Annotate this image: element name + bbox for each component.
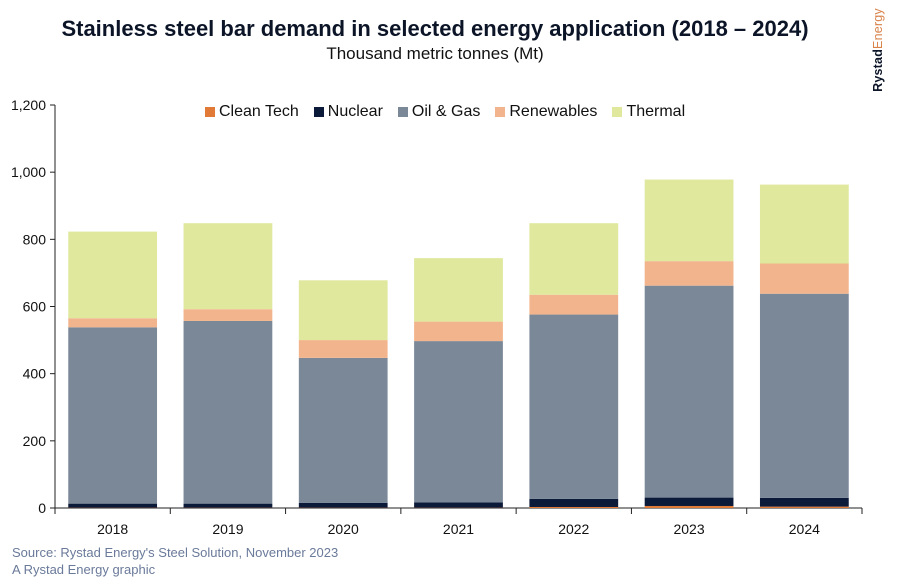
chart-title: Stainless steel bar demand in selected e…: [61, 16, 809, 41]
bar-nuclear-2024: [759, 497, 849, 507]
bar-renewables-2020: [298, 340, 388, 358]
y-tick-label: 600: [23, 299, 47, 315]
bar-clean-tech-2022: [529, 506, 619, 508]
x-tick-label: 2023: [673, 521, 704, 537]
bar-thermal-2022: [529, 223, 619, 295]
bar-oil-gas-2018: [68, 327, 158, 504]
x-tick-label: 2021: [443, 521, 474, 537]
bar-nuclear-2022: [529, 498, 619, 507]
legend-label: Oil & Gas: [411, 103, 481, 120]
bar-nuclear-2020: [298, 502, 388, 508]
x-tick-label: 2024: [789, 521, 820, 537]
credit-note: A Rystad Energy graphic: [12, 562, 156, 577]
y-tick-label: 0: [38, 500, 46, 516]
bar-thermal-2019: [183, 223, 273, 310]
y-tick-label: 1,200: [11, 97, 46, 113]
bar-oil-gas-2022: [529, 314, 619, 499]
legend-label: Nuclear: [327, 103, 383, 120]
bar-clean-tech-2024: [759, 506, 849, 508]
x-tick-label: 2022: [558, 521, 589, 537]
legend-label: Clean Tech: [219, 103, 299, 120]
bar-oil-gas-2019: [183, 320, 273, 504]
y-tick-label: 200: [23, 433, 47, 449]
legend-label: Thermal: [626, 103, 686, 120]
bar-oil-gas-2023: [644, 285, 734, 498]
legend-item-thermal: Thermal: [612, 103, 685, 121]
bar-thermal-2024: [759, 184, 849, 264]
chart-subtitle: Thousand metric tonnes (Mt): [326, 44, 544, 63]
bar-oil-gas-2020: [298, 357, 388, 503]
bar-thermal-2020: [298, 280, 388, 341]
legend-swatch: [612, 107, 623, 117]
bar-thermal-2021: [414, 258, 503, 322]
bar-renewables-2024: [759, 263, 849, 294]
legend-item-oil-gas: Oil & Gas: [397, 103, 481, 121]
legend-swatch: [205, 107, 215, 117]
source-note: Source: Rystad Energy's Steel Solution, …: [12, 545, 339, 560]
legend-item-renewables: Renewables: [495, 103, 597, 121]
chart-legend: Clean Tech Nuclear Oil & Gas Renewables Ther…: [205, 103, 685, 121]
bar-thermal-2018: [68, 231, 158, 319]
bar-clean-tech-2023: [644, 505, 734, 508]
legend-swatch: [313, 107, 324, 117]
legend-swatch: [397, 107, 408, 117]
legend-item-nuclear: Nuclear: [313, 103, 383, 121]
y-tick-label: 800: [23, 231, 47, 247]
legend-item-clean-tech: Clean Tech: [205, 103, 299, 121]
bar-renewables-2022: [529, 294, 619, 315]
bar-thermal-2023: [644, 179, 734, 262]
bar-nuclear-2023: [644, 497, 734, 506]
y-tick-label: 400: [23, 366, 47, 382]
legend-label: Renewables: [509, 103, 598, 120]
legend-swatch: [495, 107, 506, 117]
bar-nuclear-2019: [183, 503, 273, 508]
bar-renewables-2019: [183, 309, 273, 321]
bar-renewables-2018: [68, 318, 158, 328]
x-tick-label: 2018: [97, 521, 128, 537]
bar-renewables-2021: [414, 321, 503, 342]
bar-oil-gas-2024: [759, 293, 849, 498]
bar-oil-gas-2021: [414, 341, 503, 503]
y-tick-label: 1,000: [11, 164, 46, 180]
x-tick-label: 2019: [212, 521, 243, 537]
x-tick-label: 2020: [328, 521, 359, 537]
bar-renewables-2023: [644, 261, 734, 286]
footer: Source: Rystad Energy's Steel Solution, …: [12, 544, 338, 578]
bar-nuclear-2018: [68, 503, 158, 508]
bar-nuclear-2021: [414, 502, 503, 508]
